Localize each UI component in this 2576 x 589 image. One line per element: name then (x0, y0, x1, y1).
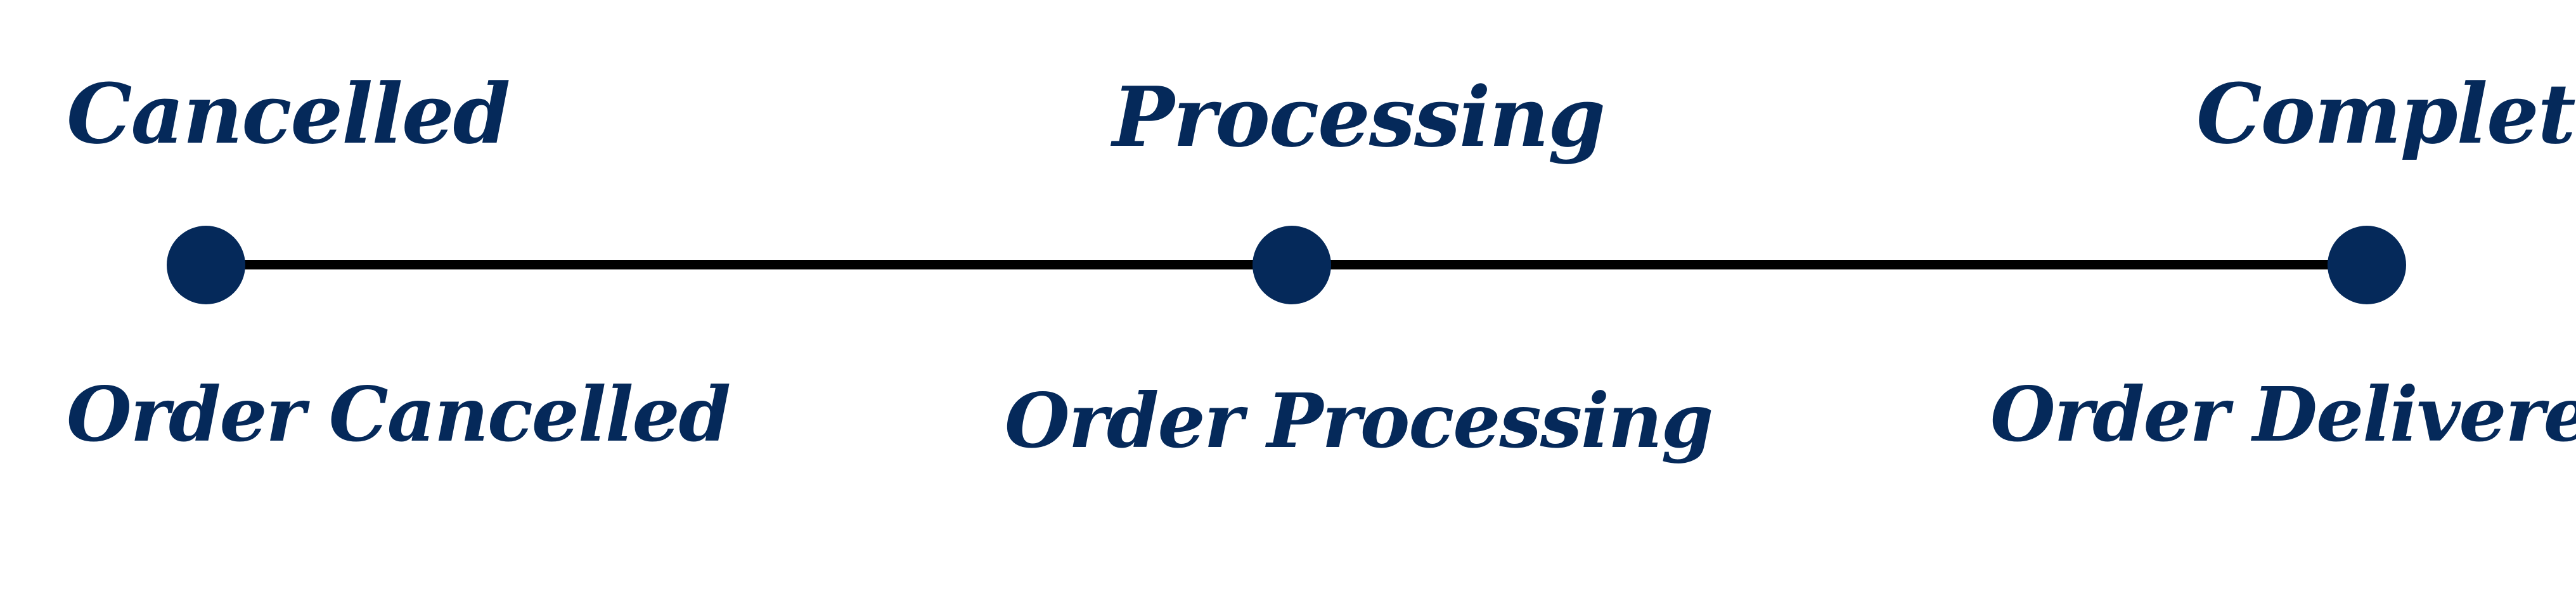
step-description-processing: Order Processing (1005, 377, 1713, 465)
step-description-cancelled: Order Cancelled (67, 370, 731, 458)
step-description-completed: Order Delivered (1990, 370, 2576, 458)
timeline-node-processing (1253, 226, 1331, 304)
step-status-completed: Completed (2196, 65, 2576, 162)
step-status-processing: Processing (1112, 68, 1606, 165)
timeline-node-cancelled (167, 226, 245, 304)
step-status-cancelled: Cancelled (67, 65, 510, 162)
timeline-node-completed (2328, 226, 2406, 304)
